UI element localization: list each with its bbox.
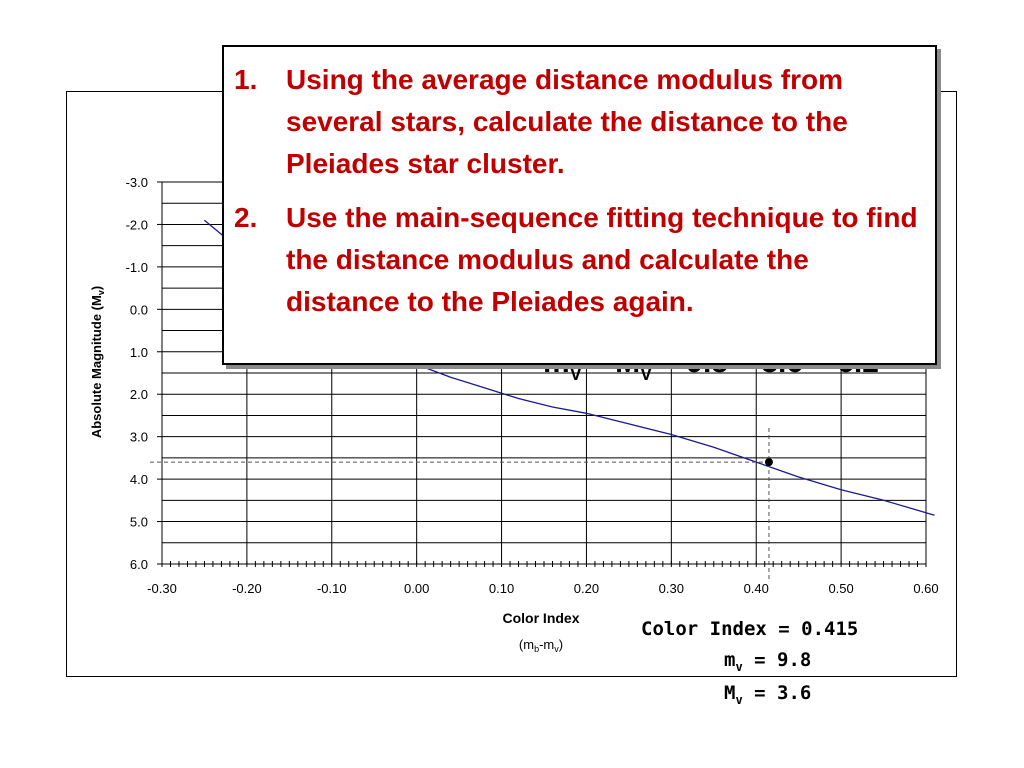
x-tick-label: 0.20: [574, 581, 599, 596]
readout-absolute-magnitude: Mv = 3.6: [724, 682, 812, 707]
question-1-text: Using the average distance modulus from …: [286, 64, 848, 179]
data-point-marker: [764, 458, 773, 467]
y-tick-label: -2.0: [126, 217, 148, 232]
question-1-number: 1.: [234, 64, 258, 95]
question-2: 2. Use the main-sequence fitting techniq…: [234, 197, 921, 323]
y-tick-label: 3.0: [130, 430, 148, 445]
question-2-number: 2.: [234, 202, 258, 233]
y-tick-label: 5.0: [130, 515, 148, 530]
x-tick-label: 0.60: [913, 581, 938, 596]
y-tick-label: 2.0: [130, 387, 148, 402]
x-tick-label: 0.30: [659, 581, 684, 596]
x-tick-label: -0.30: [147, 581, 177, 596]
x-tick-label: -0.10: [317, 581, 347, 596]
x-tick-label: 0.40: [744, 581, 769, 596]
y-tick-label: 4.0: [130, 472, 148, 487]
y-tick-label: -3.0: [126, 175, 148, 190]
question-1: 1. Using the average distance modulus fr…: [234, 59, 921, 185]
readout-color-index: Color Index = 0.415: [641, 618, 859, 640]
x-tick-label: 0.00: [404, 581, 429, 596]
readout-apparent-magnitude: mv = 9.8: [724, 649, 812, 674]
labels-layer: -3.0 -2.0 -1.0 0.0 1.0 2.0 3.0 4.0 5.0 6.0 -0.30 -0…: [126, 175, 939, 596]
y-axis-label: Absolute Magnitude (Mv): [89, 286, 106, 438]
x-axis-label: Color Index: [502, 610, 579, 626]
x-tick-label: 0.50: [828, 581, 853, 596]
y-tick-label: 0.0: [130, 302, 148, 317]
ticks-layer: [157, 181, 927, 567]
x-axis-sublabel: (mb-mv): [519, 637, 563, 654]
y-tick-label: 6.0: [130, 557, 148, 572]
questions-callout: 1. Using the average distance modulus fr…: [222, 45, 937, 365]
y-tick-label: 1.0: [130, 345, 148, 360]
question-2-text: Use the main-sequence fitting technique …: [286, 202, 918, 317]
x-tick-label: 0.10: [489, 581, 514, 596]
y-tick-label: -1.0: [126, 260, 148, 275]
x-tick-label: -0.20: [232, 581, 262, 596]
